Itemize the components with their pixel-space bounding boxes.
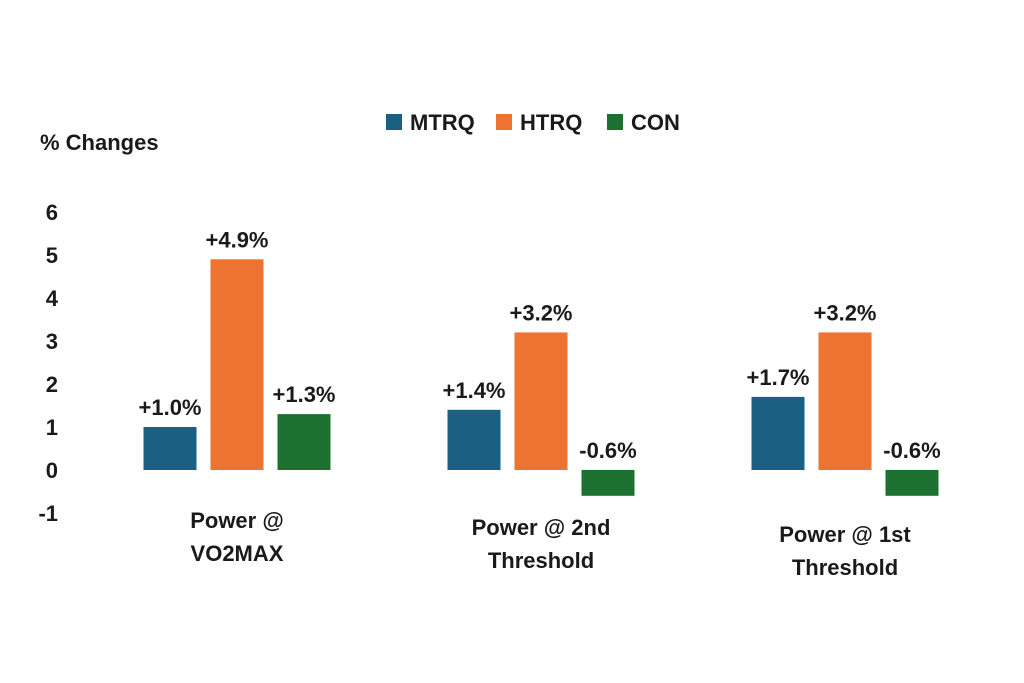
y-tick-label: 2 bbox=[46, 372, 58, 397]
category-label: Power @ VO2MAX bbox=[190, 508, 284, 566]
data-label: +1.4% bbox=[443, 378, 506, 403]
y-axis-ticks: 6 5 4 3 2 1 0 -1 bbox=[38, 200, 58, 526]
legend: MTRQ HTRQ CON bbox=[386, 110, 680, 135]
bar-con bbox=[885, 470, 939, 496]
bar-mtrq bbox=[447, 409, 501, 470]
bars bbox=[143, 259, 939, 496]
bar-mtrq bbox=[751, 396, 805, 470]
data-label: -0.6% bbox=[579, 438, 636, 463]
data-label: +3.2% bbox=[510, 300, 573, 325]
data-label: +1.3% bbox=[273, 382, 336, 407]
legend-swatch-htrq bbox=[496, 114, 512, 130]
data-label: +1.0% bbox=[139, 395, 202, 420]
y-tick-label: 4 bbox=[46, 286, 59, 311]
legend-swatch-con bbox=[607, 114, 623, 130]
y-tick-label: 5 bbox=[46, 243, 58, 268]
y-tick-label: 1 bbox=[46, 415, 58, 440]
bar-mtrq bbox=[143, 427, 197, 470]
y-tick-label: -1 bbox=[38, 501, 58, 526]
category-labels: Power @ VO2MAX Power @ 2nd Threshold Power @… bbox=[190, 508, 911, 580]
bar-htrq bbox=[210, 259, 264, 470]
data-label: +3.2% bbox=[814, 300, 877, 325]
data-labels: +1.0% +1.4% +1.7% +4.9% +3.2% +3.2% +1.3% -0.6%… bbox=[139, 227, 941, 463]
data-label: +1.7% bbox=[747, 365, 810, 390]
y-tick-label: 3 bbox=[46, 329, 58, 354]
y-axis-title: % Changes bbox=[40, 130, 159, 155]
legend-label-mtrq: MTRQ bbox=[410, 110, 475, 135]
legend-label-con: CON bbox=[631, 110, 680, 135]
bar-htrq bbox=[514, 332, 568, 470]
bar-con bbox=[277, 414, 331, 470]
legend-swatch-mtrq bbox=[386, 114, 402, 130]
bar-htrq bbox=[818, 332, 872, 470]
category-label: Power @ 2nd Threshold bbox=[472, 515, 611, 573]
data-label: +4.9% bbox=[206, 227, 269, 252]
category-label: Power @ 1st Threshold bbox=[779, 522, 911, 580]
y-tick-label: 6 bbox=[46, 200, 58, 225]
data-label: -0.6% bbox=[883, 438, 940, 463]
legend-label-htrq: HTRQ bbox=[520, 110, 582, 135]
y-tick-label: 0 bbox=[46, 458, 58, 483]
bar-con bbox=[581, 470, 635, 496]
